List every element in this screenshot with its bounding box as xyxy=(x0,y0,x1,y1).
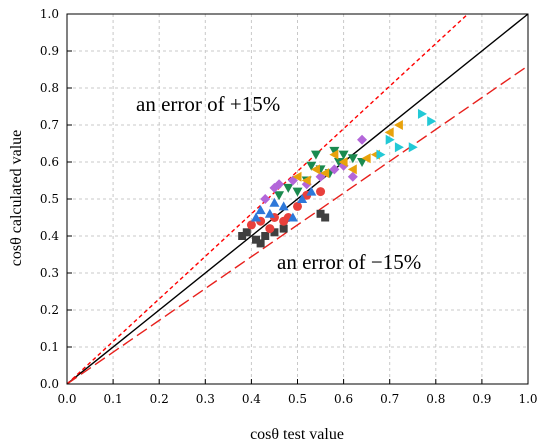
x-axis-title: cosθ test value xyxy=(250,426,344,443)
data-point-square xyxy=(238,232,247,240)
data-point-square xyxy=(270,228,279,237)
data-point-triangle-right xyxy=(385,134,395,145)
data-point-triangle-up xyxy=(287,212,298,222)
data-point-triangle-up xyxy=(255,205,266,215)
grid-lines xyxy=(67,14,528,384)
y-tick-label: 0.0 xyxy=(40,377,59,391)
data-point-triangle-right xyxy=(408,142,418,153)
x-tick-label: 0.0 xyxy=(57,392,76,406)
y-tick-label: 0.8 xyxy=(40,81,59,95)
data-points xyxy=(238,108,437,248)
data-point-triangle-down xyxy=(338,150,349,160)
data-point-triangle-left xyxy=(310,164,320,175)
data-point-triangle-right xyxy=(376,149,386,160)
x-tick-label: 1.0 xyxy=(518,392,537,406)
data-point-circle xyxy=(246,220,256,230)
data-point-triangle-left xyxy=(292,171,302,182)
data-point-circle xyxy=(265,224,275,234)
data-point-square xyxy=(321,213,330,222)
data-point-triangle-down xyxy=(310,150,321,160)
data-point-square xyxy=(261,232,270,240)
data-point-triangle-down xyxy=(292,187,303,197)
data-point-diamond xyxy=(357,134,368,145)
data-point-triangle-up xyxy=(297,194,308,203)
reference-lines xyxy=(66,13,529,385)
data-point-triangle-left xyxy=(384,127,394,138)
data-point-circle xyxy=(316,187,326,197)
data-point-triangle-up xyxy=(264,208,275,218)
data-point-triangle-right xyxy=(394,142,404,153)
data-point-triangle-right xyxy=(417,108,427,119)
y-tick-label: 0.4 xyxy=(40,229,59,243)
y-tick-label: 0.3 xyxy=(40,266,59,280)
y-tick-label: 0.6 xyxy=(40,155,59,169)
data-point-diamond xyxy=(329,164,340,175)
data-point-triangle-down xyxy=(306,161,317,171)
data-point-triangle-down xyxy=(329,146,340,156)
data-point-triangle-down xyxy=(357,158,368,167)
data-point-triangle-left xyxy=(393,120,403,130)
data-point-triangle-left xyxy=(347,164,357,175)
data-point-triangle-up xyxy=(278,201,289,211)
data-point-square xyxy=(252,235,261,244)
data-point-triangle-left xyxy=(329,149,339,160)
y-tick-label: 1.0 xyxy=(40,7,59,21)
x-tick-label: 0.9 xyxy=(472,392,491,406)
data-point-diamond xyxy=(260,194,271,204)
x-tick-label: 0.5 xyxy=(288,392,307,406)
annotation-minus-15: an error of −15% xyxy=(277,250,421,274)
data-point-triangle-left xyxy=(320,168,330,179)
data-point-triangle-left xyxy=(338,157,348,167)
data-point-square xyxy=(279,224,288,233)
data-point-triangle-up xyxy=(251,212,262,222)
data-point-triangle-left xyxy=(361,153,371,164)
data-point-triangle-left xyxy=(301,175,311,186)
data-point-triangle-down xyxy=(283,183,294,193)
y-tick-label: 0.7 xyxy=(40,118,59,132)
x-tick-label: 0.6 xyxy=(334,392,353,406)
data-point-triangle-right xyxy=(427,116,437,127)
data-point-triangle-up xyxy=(269,197,280,207)
data-point-triangle-down xyxy=(347,154,358,164)
y-tick-label: 0.9 xyxy=(40,44,59,58)
data-point-circle xyxy=(293,201,302,211)
x-tick-label: 0.1 xyxy=(104,392,123,406)
axis-ticks: 0.0 0.1 0.2 0.3 0.4 0.5 0.6 0.7 0.8 0.9 1.0 0.0 0.1 0… xyxy=(40,7,538,406)
y-axis-title: cosθ calculated value xyxy=(8,130,25,266)
x-tick-label: 0.4 xyxy=(242,392,261,406)
data-point-triangle-down xyxy=(333,158,344,167)
data-point-diamond xyxy=(274,179,285,190)
data-point-square xyxy=(256,239,265,248)
annotation-plus-15: an error of +15% xyxy=(136,92,280,116)
data-point-square xyxy=(316,209,325,218)
y-tick-label: 0.2 xyxy=(40,303,59,317)
x-tick-label: 0.7 xyxy=(380,392,399,406)
x-tick-label: 0.2 xyxy=(150,392,169,406)
data-point-square xyxy=(242,228,251,237)
x-tick-label: 0.3 xyxy=(196,392,215,406)
data-point-diamond xyxy=(347,171,358,182)
y-tick-label: 0.1 xyxy=(40,340,59,354)
x-tick-label: 0.8 xyxy=(426,392,445,406)
minus-15-error-line xyxy=(66,65,529,385)
data-point-triangle-up xyxy=(306,186,317,196)
y-tick-label: 0.5 xyxy=(40,192,59,206)
data-point-triangle-down xyxy=(274,191,285,201)
identity-line xyxy=(66,13,529,385)
